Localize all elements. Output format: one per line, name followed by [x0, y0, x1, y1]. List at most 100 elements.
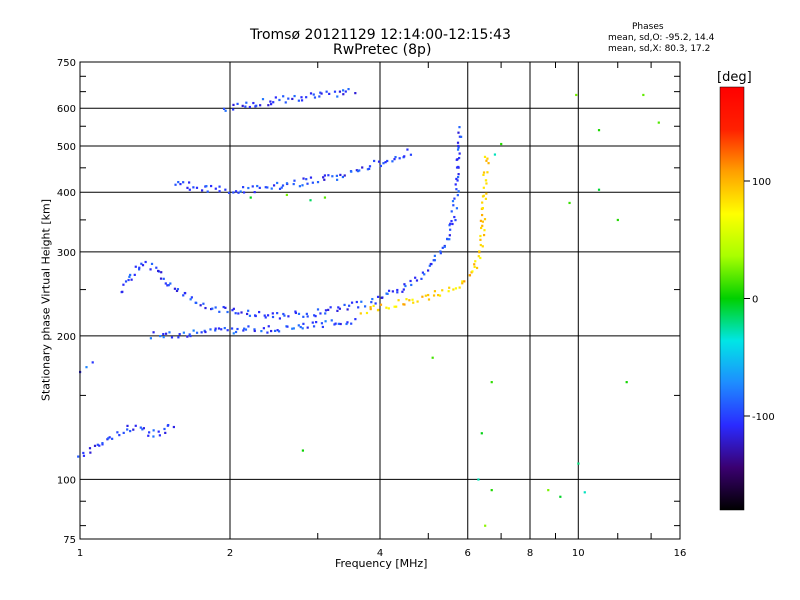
trace-point [312, 93, 315, 96]
trace-point [438, 294, 442, 297]
trace-point [242, 191, 246, 194]
trace-point [252, 101, 255, 105]
trace-point [568, 201, 571, 205]
trace-point [305, 312, 308, 315]
colorbar-tick-label: 0 [752, 295, 758, 306]
trace-point [138, 266, 141, 269]
trace-point [172, 425, 175, 429]
trace-point [220, 328, 223, 331]
trace-point [96, 443, 99, 446]
trace-point [118, 434, 121, 437]
trace-point [132, 428, 135, 431]
trace-point [486, 171, 489, 174]
trace-point [204, 330, 207, 334]
trace-point [403, 283, 406, 286]
trace-point [432, 294, 436, 297]
trace-point [336, 309, 339, 312]
trace-point [475, 266, 479, 270]
trace-point [253, 314, 257, 317]
trace-point [486, 157, 489, 160]
trace-point [293, 179, 296, 182]
trace-point [177, 336, 180, 339]
trace-point [271, 315, 275, 319]
trace-point [408, 299, 411, 302]
trace-point [283, 314, 286, 317]
trace-point [337, 306, 340, 309]
trace-point [149, 268, 152, 271]
trace-point [270, 329, 273, 333]
trace-point [116, 431, 119, 434]
trace-point [328, 92, 331, 95]
trace-point [186, 186, 189, 189]
trace-point [278, 187, 282, 190]
x-tick-label: 10 [572, 548, 585, 559]
trace-point [122, 431, 125, 434]
trace-point [281, 184, 285, 187]
trace-point [453, 215, 456, 219]
trace-point [244, 105, 247, 108]
trace-point [124, 280, 128, 283]
trace-point [456, 194, 459, 197]
trace-point [234, 312, 237, 315]
trace-point [297, 312, 301, 315]
trace-point [323, 196, 327, 199]
trace-point [391, 290, 394, 293]
trace-point [330, 319, 333, 322]
trace-point [483, 155, 487, 158]
trace-point [368, 167, 371, 170]
trace-point [333, 323, 336, 326]
trace-point [266, 186, 269, 189]
trace-point [305, 178, 308, 181]
trace-point [88, 447, 92, 450]
trace-point [439, 252, 442, 255]
trace-point [342, 93, 345, 96]
trace-point [358, 169, 361, 172]
trace-point [237, 312, 240, 315]
trace-point [457, 190, 460, 193]
trace-point [276, 181, 279, 185]
trace-point [479, 234, 482, 238]
trace-point [152, 429, 155, 432]
trace-point [484, 524, 487, 527]
trace-point [282, 95, 285, 98]
trace-point [261, 98, 265, 101]
trace-point [227, 191, 231, 194]
x-tick-label: 2 [227, 548, 233, 559]
trace-point [240, 311, 243, 314]
trace-point [278, 317, 282, 320]
colorbar-tick-label: 100 [752, 177, 771, 188]
trace-point [484, 197, 488, 200]
trace-point [142, 427, 145, 430]
trace-point [433, 290, 437, 293]
trace-point [267, 104, 270, 107]
trace-point [369, 308, 372, 311]
trace-point [321, 325, 324, 329]
trace-point [318, 95, 321, 98]
trace-point [276, 329, 279, 332]
trace-point [454, 183, 457, 186]
trace-point [443, 245, 446, 248]
trace-point [456, 148, 460, 151]
trace-point [162, 333, 165, 336]
trace-point [376, 309, 380, 312]
trace-point [370, 301, 373, 304]
trace-point [338, 90, 342, 93]
trace-point [458, 135, 461, 138]
trace-point [428, 264, 431, 267]
trace-point [128, 275, 131, 278]
trace-point [448, 286, 451, 289]
trace-point [297, 99, 300, 102]
colorbar [719, 86, 745, 511]
trace-point [236, 327, 239, 331]
trace-point [247, 186, 250, 190]
trace-point [306, 315, 309, 318]
trace-point [457, 175, 460, 179]
trace-point [338, 307, 341, 310]
trace-point [345, 322, 348, 326]
trace-point [108, 436, 111, 439]
trace-point [209, 328, 212, 331]
trace-point [343, 303, 346, 307]
trace-point [455, 177, 458, 181]
trace-point [616, 218, 619, 222]
trace-point [481, 224, 484, 227]
